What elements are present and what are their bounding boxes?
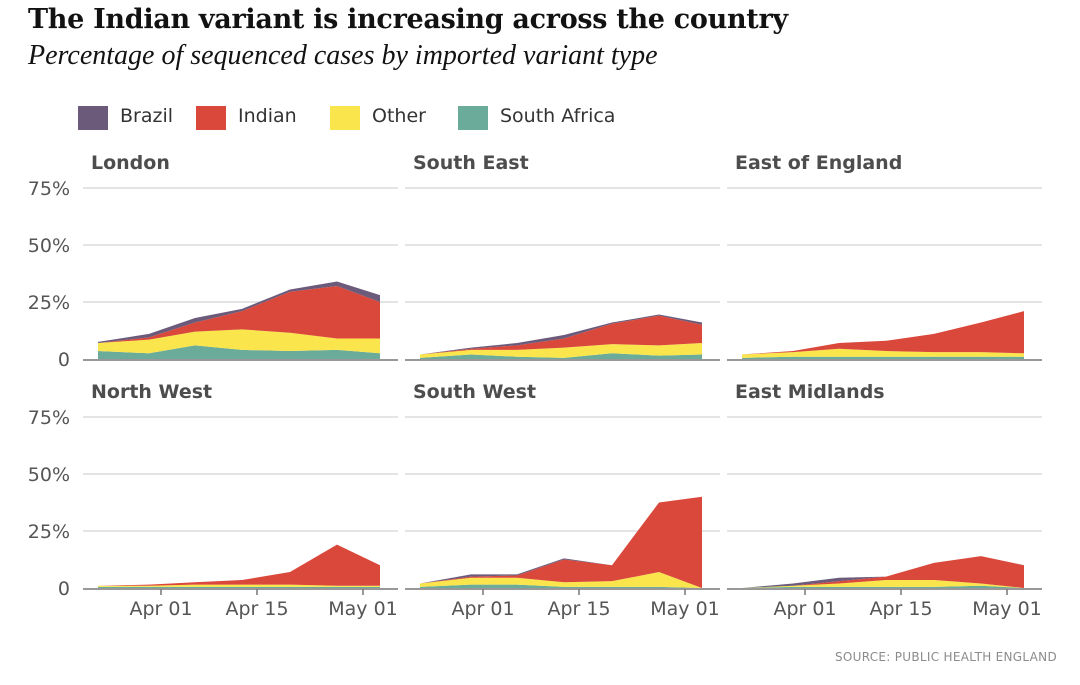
panel-london: London [83,152,398,361]
other-swatch [330,106,360,130]
area-south-east-indian [420,315,702,355]
area-east-of-england-south-africa [742,356,1024,359]
area-london-south-africa [98,345,380,359]
brazil-swatch [78,106,108,130]
y-tick-label-row1-2: 50% [28,235,70,257]
y-tick-label-row1-3: 75% [28,178,70,200]
area-north-west-south-africa [98,586,380,588]
y-tick-label-row2-0: 0 [58,578,70,600]
x-tick-label-apr-15: Apr 15 [869,598,932,620]
panel-south-east: South East [405,152,720,361]
x-tick-label-may-01: May 01 [650,598,720,620]
panel-east-midlands: East Midlands Apr 01 Apr 15 May 01 [727,381,1042,620]
area-south-east-other [420,343,702,358]
x-tick-label-apr-15: Apr 15 [225,598,288,620]
panel-title-london: London [91,152,170,174]
panel-title-south-west: South West [413,381,536,403]
area-east-of-england-other [742,348,1024,358]
x-tick-label-apr-01: Apr 01 [451,598,514,620]
panel-south-west: South West Apr 01 Apr 15 May 01 [405,381,720,620]
panel-north-west: North West Apr 01 Apr 15 May 01 [83,381,398,620]
x-tick-label-apr-01: Apr 01 [773,598,836,620]
panel-title-north-west: North West [91,381,212,403]
area-north-west-other [98,584,380,587]
area-london-indian [98,286,380,344]
legend-label-brazil: Brazil [120,105,174,127]
area-south-west-indian [420,496,702,588]
legend-label-south-africa: South Africa [500,105,616,127]
chart-subtitle: Percentage of sequenced cases by importe… [28,40,658,71]
y-tick-label-row1-0: 0 [58,349,70,371]
panel-title-east-midlands: East Midlands [735,381,885,403]
area-south-east-south-africa [420,353,702,359]
area-east-midlands-indian [742,556,1024,588]
x-tick-label-may-01: May 01 [972,598,1042,620]
panel-title-south-east: South East [413,152,529,174]
area-london-brazil [98,281,380,344]
y-tick-label-row2-2: 50% [28,464,70,486]
source-note: SOURCE: PUBLIC HEALTH ENGLAND [834,650,1057,664]
panel-east-of-england: East of England [727,152,1042,361]
area-south-east-brazil [420,314,702,355]
south-africa-swatch [458,106,488,130]
area-south-west-south-africa [420,584,702,588]
legend-label-other: Other [372,105,426,127]
panel-title-east-of-england: East of England [735,152,902,174]
legend-label-indian: Indian [238,105,297,127]
x-tick-label-apr-01: Apr 01 [129,598,192,620]
x-tick-label-apr-15: Apr 15 [547,598,610,620]
area-london-other [98,329,380,354]
area-north-west-indian [98,544,380,586]
indian-swatch [196,106,226,130]
chart-title: The Indian variant is increasing across … [28,4,788,35]
y-tick-label-row2-1: 25% [28,521,70,543]
area-south-west-other [420,572,702,588]
y-tick-label-row2-3: 75% [28,407,70,429]
x-tick-label-may-01: May 01 [328,598,398,620]
y-tick-label-row1-1: 25% [28,292,70,314]
area-east-of-england-indian [742,311,1024,355]
area-east-midlands-other [742,580,1024,588]
